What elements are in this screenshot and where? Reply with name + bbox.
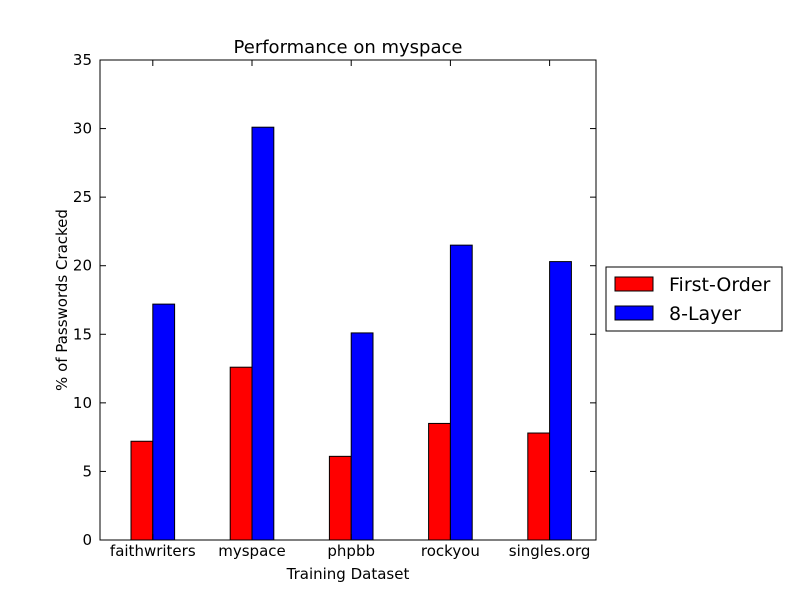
bar-8-layer-rockyou — [449, 244, 473, 541]
legend-label-first-order: First-Order — [669, 274, 771, 296]
legend: First-Order 8-Layer — [605, 266, 783, 332]
chart-title: Performance on myspace — [234, 37, 463, 58]
x-tick-label: myspace — [218, 542, 286, 560]
bar-8-layer-phpbb — [350, 332, 374, 541]
bar-first-order-rockyou — [428, 422, 451, 541]
y-tick-label: 0 — [82, 531, 92, 549]
x-axis-ticks: faithwriters myspace phpbb rockyou singles.o… — [110, 60, 590, 560]
bar-8-layer-singles-org — [549, 261, 572, 541]
x-tick-label: singles.org — [509, 542, 591, 560]
legend-swatch-first-order — [614, 276, 654, 292]
y-tick-label: 20 — [73, 257, 92, 275]
y-tick-label: 30 — [73, 120, 92, 138]
x-axis-label: Training Dataset — [286, 565, 410, 583]
bar-first-order-faithwriters — [130, 440, 154, 541]
y-tick-label: 35 — [73, 51, 92, 69]
bar-first-order-myspace — [229, 366, 253, 541]
x-tick-label: rockyou — [421, 542, 480, 560]
y-axis-ticks: 0 5 10 15 20 25 30 35 — [73, 51, 596, 549]
bar-first-order-phpbb — [328, 455, 352, 541]
y-tick-label: 10 — [73, 394, 92, 412]
bars-group — [130, 126, 572, 541]
legend-label-8-layer: 8-Layer — [669, 303, 741, 325]
x-tick-label: faithwriters — [110, 542, 196, 560]
legend-swatch-8-layer — [614, 305, 654, 321]
plot-area: 0 5 10 15 20 25 30 35 faithwriters myspace phpbb r… — [73, 51, 597, 560]
x-tick-label: phpbb — [327, 542, 375, 560]
bar-first-order-singles-org — [527, 432, 551, 541]
y-axis-label: % of Passwords Cracked — [53, 209, 71, 391]
y-tick-label: 5 — [82, 462, 92, 480]
bar-8-layer-faithwriters — [152, 303, 176, 541]
bar-8-layer-myspace — [251, 126, 275, 541]
y-tick-label: 25 — [73, 188, 92, 206]
y-tick-label: 15 — [73, 325, 92, 343]
